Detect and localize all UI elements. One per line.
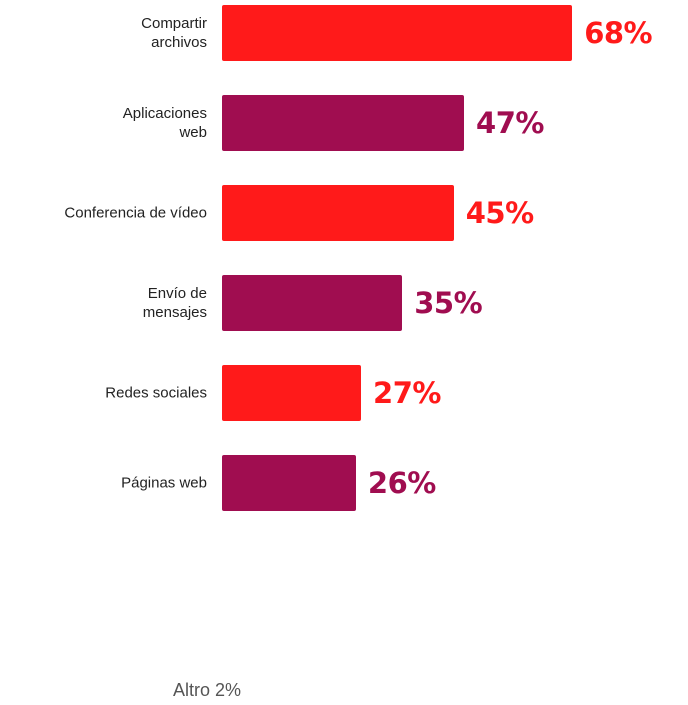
value-label: 45% [465,196,534,230]
bar [222,455,356,511]
value-label: 35% [414,286,483,320]
value-label: 68% [584,16,653,50]
category-label: Redes sociales [105,384,207,402]
category-label: Conferencia de vídeo [64,204,207,222]
value-label: 47% [476,106,544,140]
category-label: Aplicaciones web [122,105,207,141]
bar [222,185,454,241]
value-label: 27% [373,376,441,410]
bar [222,5,573,61]
bar [222,275,403,331]
value-label: 26% [367,466,436,500]
annotation: Altro 2% [173,680,242,700]
category-label: Páginas web [121,474,207,492]
category-label: Envío de mensajes [142,285,207,321]
bar [222,365,362,421]
category-label: Compartir archivos [141,15,207,51]
bar [222,95,465,151]
